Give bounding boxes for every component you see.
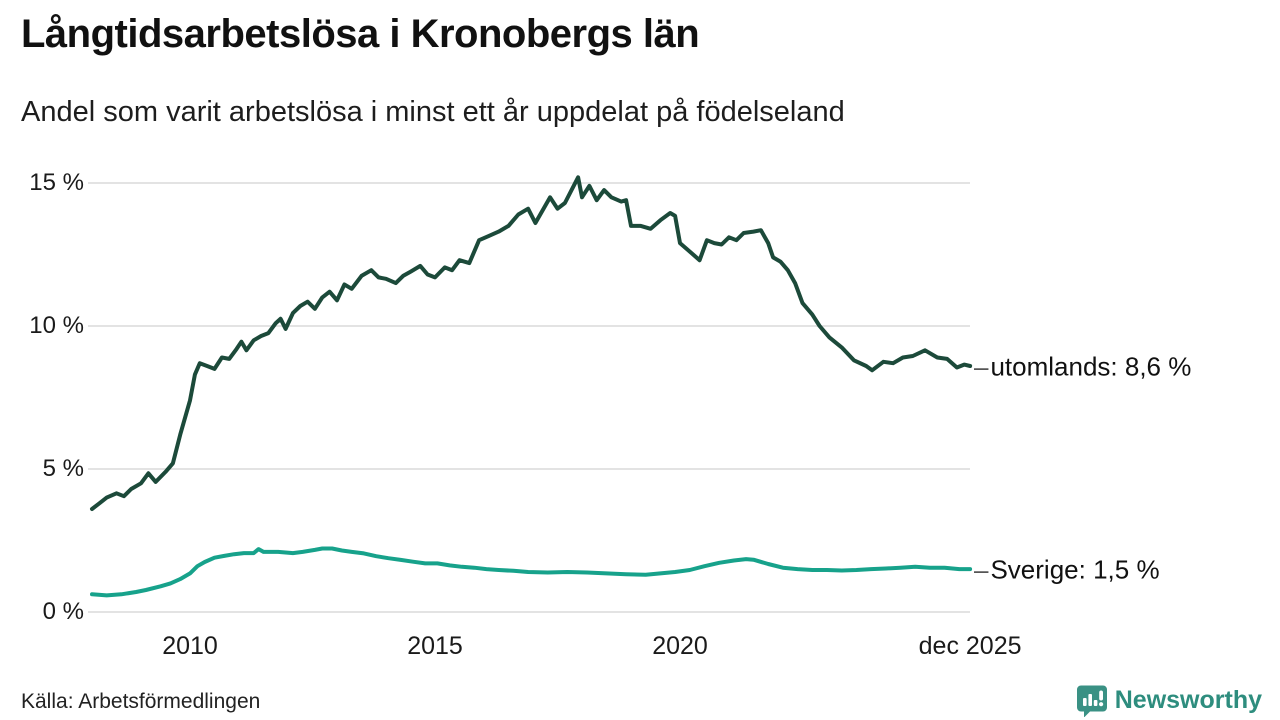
series-end-label-sverige-text: Sverige: 1,5 % [990, 554, 1160, 585]
x-tick-label: 2015 [407, 632, 463, 660]
x-tick-label: 2010 [162, 632, 218, 660]
y-tick-label: 5 % [42, 455, 84, 482]
series-end-label-utomlands: –utomlands: 8,6 % [974, 352, 1191, 383]
source-note: Källa: Arbetsförmedlingen [21, 690, 261, 713]
y-tick-label: 10 % [29, 312, 84, 339]
label-connector-dash: – [974, 351, 989, 382]
newsworthy-brand[interactable]: Newsworthy [1076, 684, 1262, 718]
label-connector-dash: – [974, 554, 989, 585]
series-line-Sverige [90, 546, 973, 598]
y-tick-label: 0 % [42, 598, 84, 625]
x-tick-label: dec 2025 [918, 632, 1022, 660]
y-tick-label: 15 % [29, 169, 84, 196]
page-title: Långtidsarbetslösa i Kronobergs län [21, 12, 700, 56]
x-tick-label: 2020 [652, 632, 708, 660]
page-subtitle: Andel som varit arbetslösa i minst ett å… [21, 96, 845, 128]
series-end-label-utomlands-text: utomlands: 8,6 % [990, 351, 1192, 382]
series-end-label-sverige: –Sverige: 1,5 % [974, 555, 1160, 586]
newsworthy-logo-icon [1076, 684, 1108, 718]
newsworthy-brand-text: Newsworthy [1114, 686, 1262, 714]
series-line-utomlands [90, 175, 973, 511]
